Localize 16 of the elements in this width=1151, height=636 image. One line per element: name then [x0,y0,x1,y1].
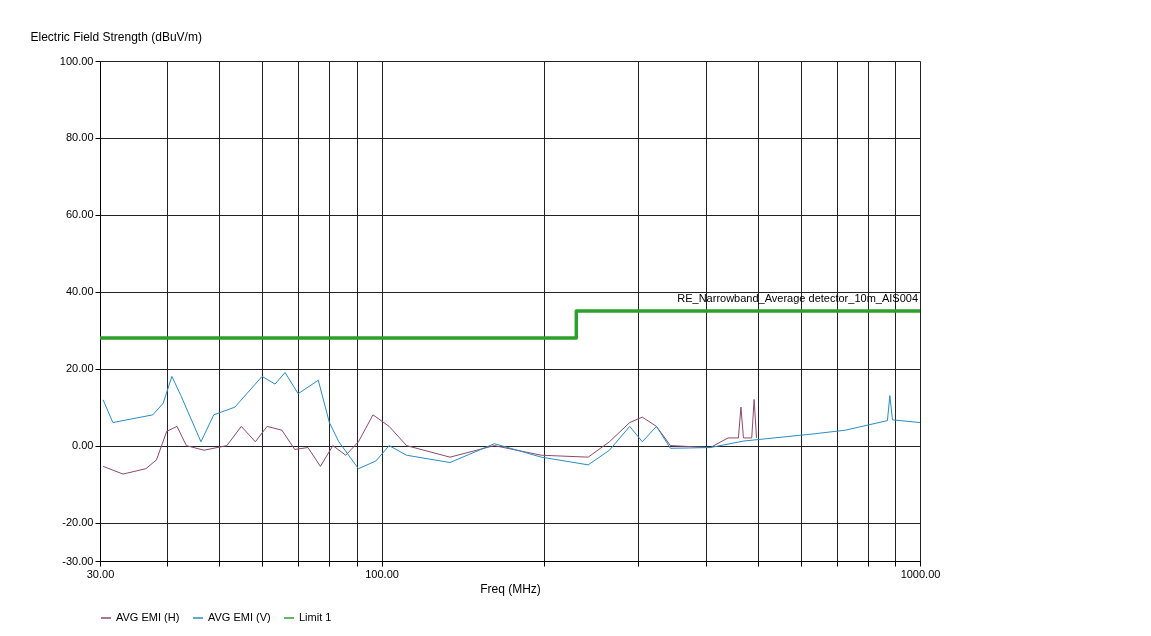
y-axis-title: Electric Field Strength (dBuV/m) [30,29,202,44]
legend-label: AVG EMI (V) [208,611,271,623]
x-axis-title: Freq (MHz) [480,581,541,596]
legend-label: AVG EMI (H) [116,611,180,623]
x-tick-label: 100.00 [365,567,399,580]
y-tick-label: 20.00 [65,362,94,375]
y-tick-label: 40.00 [65,285,94,298]
legend-label: Limit 1 [299,611,332,623]
x-tick-label: 30.00 [86,567,115,580]
y-tick-label: -30.00 [62,554,94,567]
y-tick-label: 60.00 [65,208,94,221]
y-tick-label: -20.00 [62,516,94,529]
y-tick-label: 100.00 [59,54,94,67]
x-tick-label: 1000.00 [900,567,941,580]
y-tick-label: 80.00 [65,131,94,144]
y-tick-label: 0.00 [72,439,94,452]
